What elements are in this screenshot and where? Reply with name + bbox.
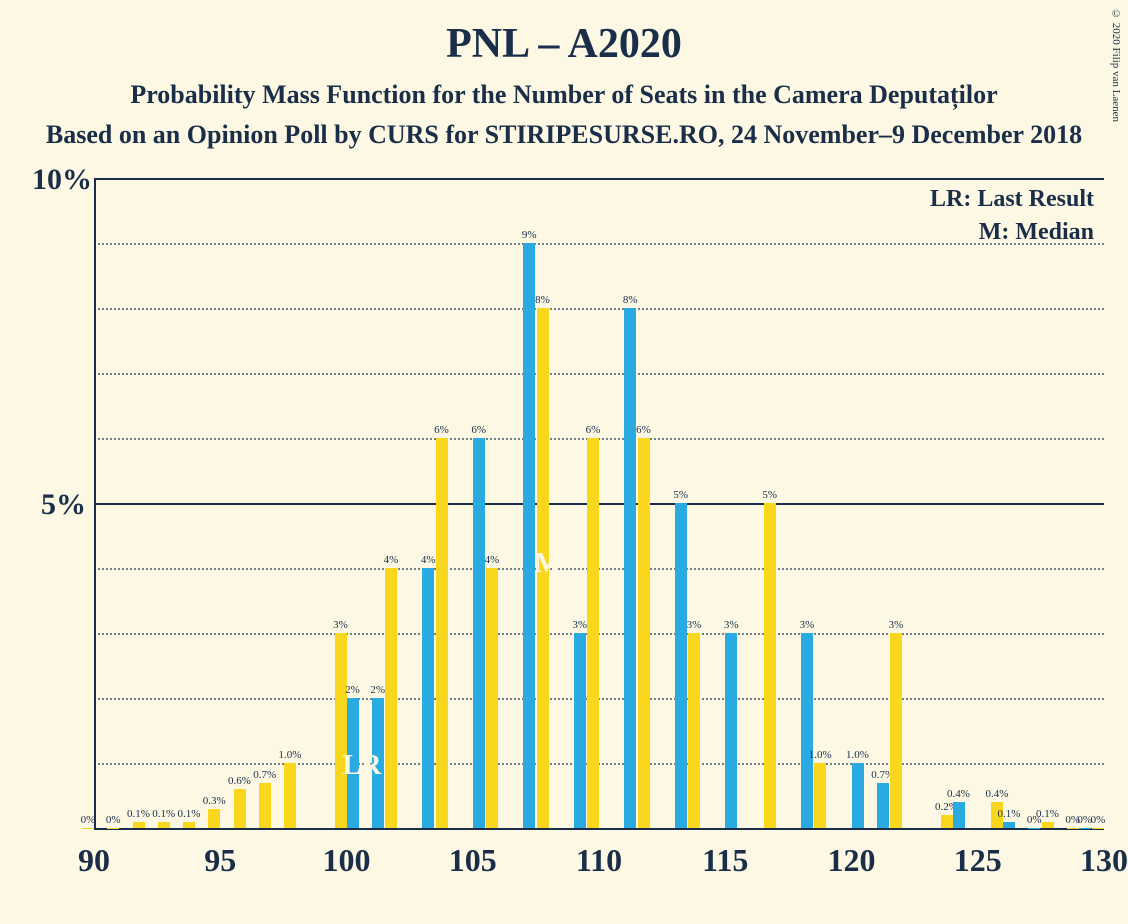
bar-series-a: 0.7% bbox=[259, 783, 271, 829]
x-tick-label: 100 bbox=[323, 842, 371, 879]
bar-label: 0% bbox=[81, 814, 96, 826]
bar-series-a: 0.1% bbox=[158, 822, 170, 829]
x-tick-label: 95 bbox=[204, 842, 236, 879]
bar-label: 0.4% bbox=[947, 788, 970, 800]
x-tick-label: 125 bbox=[954, 842, 1002, 879]
bar-series-b: 9% bbox=[523, 243, 535, 828]
bar-label: 1.0% bbox=[846, 749, 869, 761]
chart-subtitle: Probability Mass Function for the Number… bbox=[0, 80, 1128, 110]
chart-title: PNL – A2020 bbox=[0, 0, 1128, 68]
bar-series-b: 4% bbox=[422, 568, 434, 828]
bar-series-a: 0% bbox=[107, 828, 119, 829]
bar-series-a: 6% bbox=[587, 438, 599, 828]
bar-label: 4% bbox=[384, 554, 399, 566]
bar-series-a: 3% bbox=[688, 633, 700, 828]
bar-label: 1.0% bbox=[809, 749, 832, 761]
bars-container: 0%0%0.1%0.1%0.1%0.3%0.6%0.7%1.0%3%2%2%4%… bbox=[94, 180, 1104, 828]
bar-label: 0.1% bbox=[152, 808, 175, 820]
bar-label: 3% bbox=[333, 619, 348, 631]
x-axis bbox=[94, 828, 1104, 830]
bar-series-b: 1.0% bbox=[852, 763, 864, 828]
bar-series-b: 8% bbox=[624, 308, 636, 828]
bar-label: 3% bbox=[800, 619, 815, 631]
x-tick-label: 120 bbox=[828, 842, 876, 879]
bar-series-a: 0% bbox=[1092, 828, 1104, 829]
bar-label: 0.7% bbox=[253, 769, 276, 781]
bar-label: 0.3% bbox=[203, 795, 226, 807]
bar-series-a: 6% bbox=[638, 438, 650, 828]
bar-series-a: 0.1% bbox=[133, 822, 145, 829]
bar-series-b: 0.4% bbox=[953, 802, 965, 828]
bar-series-a: 8% bbox=[537, 308, 549, 828]
bar-label: 1.0% bbox=[279, 749, 302, 761]
x-tick-label: 110 bbox=[576, 842, 622, 879]
copyright-text: © 2020 Filip van Laenen bbox=[1110, 8, 1122, 122]
bar-label: 6% bbox=[636, 424, 651, 436]
bar-label: 0.4% bbox=[986, 788, 1009, 800]
bar-series-a: 0% bbox=[82, 828, 94, 829]
x-tick-label: 90 bbox=[78, 842, 110, 879]
bar-series-a: 0.6% bbox=[234, 789, 246, 828]
x-tick-label: 105 bbox=[449, 842, 497, 879]
bar-series-a: 4% bbox=[385, 568, 397, 828]
x-tick-label: 115 bbox=[702, 842, 748, 879]
bar-label: 5% bbox=[762, 489, 777, 501]
bar-series-b: 6% bbox=[473, 438, 485, 828]
bar-series-b: 0% bbox=[1079, 828, 1091, 829]
bar-label: 0% bbox=[106, 814, 121, 826]
bar-label: 6% bbox=[434, 424, 449, 436]
bar-label: 0.1% bbox=[1036, 808, 1059, 820]
bar-series-a: 0.1% bbox=[183, 822, 195, 829]
chart-subtitle-2: Based on an Opinion Poll by CURS for STI… bbox=[0, 120, 1128, 150]
bar-label: 5% bbox=[673, 489, 688, 501]
bar-series-b: 2% bbox=[347, 698, 359, 828]
bar-series-a: 1.0% bbox=[284, 763, 296, 828]
y-tick-label: 10% bbox=[32, 163, 86, 197]
bar-series-b: 3% bbox=[574, 633, 586, 828]
bar-series-a: 0.1% bbox=[1042, 822, 1054, 829]
bar-label: 3% bbox=[889, 619, 904, 631]
bar-series-a: 1.0% bbox=[814, 763, 826, 828]
bar-series-b: 5% bbox=[675, 503, 687, 828]
bar-series-a: 4% bbox=[486, 568, 498, 828]
bar-label: 2% bbox=[370, 684, 385, 696]
bar-label: 0% bbox=[1091, 814, 1106, 826]
chart-plot-area: LR: Last Result M: Median 5%10% 0%0%0.1%… bbox=[94, 180, 1104, 830]
y-tick-label: 5% bbox=[32, 488, 86, 522]
bar-label: 8% bbox=[535, 294, 550, 306]
bar-series-a: 0.2% bbox=[941, 815, 953, 828]
bar-series-a: 3% bbox=[890, 633, 902, 828]
bar-label: 4% bbox=[485, 554, 500, 566]
bar-series-a: 6% bbox=[436, 438, 448, 828]
bar-series-b: 3% bbox=[801, 633, 813, 828]
bar-label: 3% bbox=[572, 619, 587, 631]
bar-series-b: 2% bbox=[372, 698, 384, 828]
bar-series-a: 5% bbox=[764, 503, 776, 828]
x-tick-label: 130 bbox=[1080, 842, 1128, 879]
bar-label: 6% bbox=[471, 424, 486, 436]
bar-series-b: 3% bbox=[725, 633, 737, 828]
bar-label: 3% bbox=[687, 619, 702, 631]
bar-series-a: 0% bbox=[1067, 828, 1079, 829]
bar-label: 9% bbox=[522, 229, 537, 241]
bar-series-b: 0.7% bbox=[877, 783, 889, 829]
bar-label: 4% bbox=[421, 554, 436, 566]
bar-label: 0.1% bbox=[127, 808, 150, 820]
bar-label: 3% bbox=[724, 619, 739, 631]
bar-series-b: 0% bbox=[1028, 828, 1040, 829]
bar-series-a: 0.3% bbox=[208, 809, 220, 829]
bar-label: 0.1% bbox=[998, 808, 1021, 820]
bar-label: 8% bbox=[623, 294, 638, 306]
bar-label: 2% bbox=[345, 684, 360, 696]
bar-label: 0.6% bbox=[228, 775, 251, 787]
bar-series-b: 0.1% bbox=[1003, 822, 1015, 829]
bar-label: 0.1% bbox=[178, 808, 201, 820]
bar-series-a: 3% bbox=[335, 633, 347, 828]
bar-label: 6% bbox=[586, 424, 601, 436]
